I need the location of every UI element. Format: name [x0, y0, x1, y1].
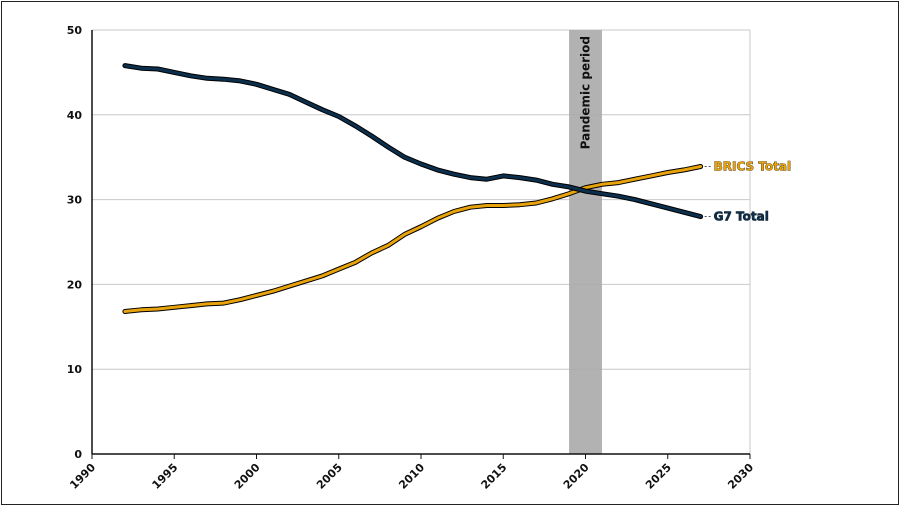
series-line-1 [123, 64, 703, 219]
y-tick-label: 10 [67, 363, 83, 376]
y-tick-label: 50 [67, 24, 83, 37]
x-tick-label: 2000 [232, 461, 263, 492]
series-line-outline-0 [122, 164, 704, 314]
x-axis-tick-labels: 1990 1995 2000 2005 2010 2015 2020 2025 2030 [67, 461, 756, 492]
series-layer [122, 63, 704, 314]
x-tick-label: 2010 [396, 461, 427, 492]
y-axis-tick-labels: 0 10 20 30 40 50 [67, 24, 83, 461]
series-labels: Pandemic period BRICS Total G7 Total [579, 36, 792, 224]
x-tick-label: 2030 [725, 461, 756, 492]
series-label-0: BRICS Total [714, 160, 791, 174]
x-tick-label: 1990 [67, 461, 98, 492]
series-label-1: G7 Total [714, 210, 769, 224]
y-tick-label: 40 [67, 109, 83, 122]
axes [91, 30, 751, 459]
grid-lines [92, 29, 751, 454]
series-line-outline-1 [122, 63, 704, 220]
series-line-0 [123, 165, 703, 313]
y-tick-label: 0 [74, 448, 82, 461]
x-tick-label: 1995 [150, 461, 181, 492]
y-tick-label: 20 [67, 278, 83, 291]
x-tick-label: 2005 [314, 461, 345, 492]
annotation-band-layer [569, 30, 602, 454]
y-tick-label: 30 [67, 194, 83, 207]
pandemic-band-label: Pandemic period [579, 36, 593, 149]
pandemic-band [569, 30, 602, 454]
x-tick-label: 2025 [643, 461, 674, 492]
x-tick-label: 2015 [479, 461, 510, 492]
x-tick-label: 2020 [561, 461, 592, 492]
